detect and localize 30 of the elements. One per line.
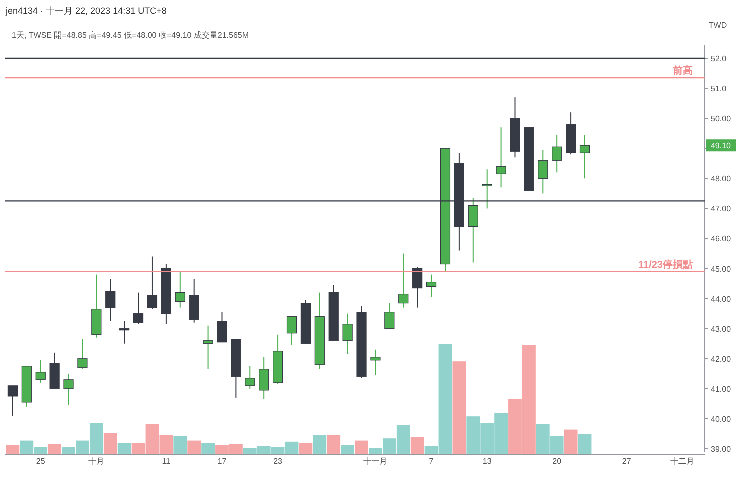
chart-subtitle: 1天, TWSE 開=48.85 高=49.45 低=48.00 收=49.10 成交量21.565M bbox=[12, 31, 250, 40]
x-tick-label: 20 bbox=[552, 457, 562, 466]
y-tick-label: 47.00 bbox=[711, 204, 732, 214]
x-tick-label: 25 bbox=[36, 457, 46, 466]
y-tick-label: 50.00 bbox=[711, 114, 732, 124]
annotation: 49.10 bbox=[710, 142, 732, 151]
y-tick-label: 44.00 bbox=[711, 294, 732, 304]
y-axis-title: TWD bbox=[708, 21, 728, 30]
x-tick-label: 27 bbox=[622, 457, 632, 466]
x-tick-label: 十月 bbox=[88, 457, 105, 466]
x-tick-label: 十二月 bbox=[670, 457, 695, 466]
ref-line-label: 11/23停損點 bbox=[638, 258, 693, 271]
ref-line-label: 前高 bbox=[672, 65, 693, 78]
chart-title: jen4134 · 十一月 22, 2023 14:31 UTC+8 bbox=[5, 6, 167, 16]
y-tick-label: 46.00 bbox=[711, 234, 732, 244]
y-tick-label: 43.00 bbox=[711, 324, 732, 334]
y-tick-label: 40.00 bbox=[711, 414, 732, 424]
x-tick-label: 十一月 bbox=[364, 457, 388, 466]
y-tick-label: 42.00 bbox=[711, 354, 732, 364]
x-tick-label: 23 bbox=[274, 457, 284, 466]
x-tick-label: 7 bbox=[429, 457, 434, 466]
x-tick-label: 13 bbox=[482, 457, 492, 466]
x-tick-label: 11 bbox=[162, 457, 172, 466]
y-tick-label: 39.00 bbox=[711, 444, 732, 454]
y-tick-label: 51.0 bbox=[711, 84, 728, 94]
y-tick-label: 41.00 bbox=[711, 384, 732, 394]
y-tick-label: 48.00 bbox=[711, 174, 732, 184]
y-tick-label: 52.0 bbox=[711, 54, 728, 64]
x-tick-label: 17 bbox=[218, 457, 228, 466]
y-tick-label: 45.00 bbox=[711, 264, 732, 274]
